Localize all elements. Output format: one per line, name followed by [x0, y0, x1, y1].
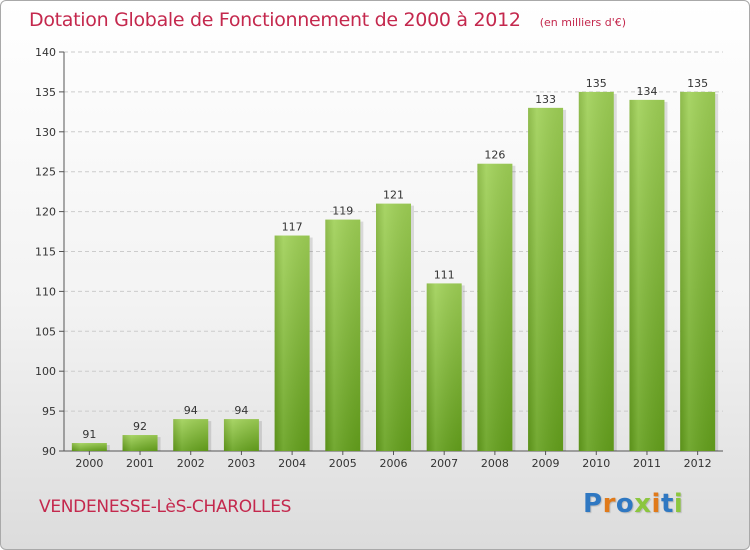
- y-tick-label: 95: [42, 405, 56, 418]
- bar-value-label: 126: [484, 149, 505, 162]
- proxiti-logo: Proxiti: [583, 489, 683, 519]
- bar-shade: [122, 435, 158, 451]
- x-tick-label: 2009: [532, 457, 560, 470]
- bar-shade: [223, 419, 259, 451]
- x-tick-label: 2006: [380, 457, 408, 470]
- bar-shade: [173, 419, 209, 451]
- x-tick-label: 2005: [329, 457, 357, 470]
- x-tick-label: 2007: [430, 457, 458, 470]
- bar-shade: [274, 235, 310, 451]
- bar-value-label: 121: [383, 189, 404, 202]
- bar-shade: [578, 91, 614, 452]
- y-tick-label: 140: [35, 46, 56, 59]
- x-tick-label: 2010: [582, 457, 610, 470]
- bar-value-label: 91: [82, 428, 96, 441]
- y-tick-label: 125: [35, 166, 56, 179]
- bar-value-label: 119: [332, 205, 353, 218]
- bar-value-label: 94: [234, 404, 248, 417]
- x-tick-label: 2012: [684, 457, 712, 470]
- bar-shade: [325, 219, 361, 451]
- y-tick-label: 90: [42, 445, 56, 458]
- logo-letter: o: [615, 489, 635, 519]
- logo-letter: i: [673, 489, 684, 519]
- logo-letter: i: [651, 489, 661, 519]
- logo-letter: x: [634, 489, 652, 519]
- title-row: Dotation Globale de Fonctionnement de 20…: [29, 9, 626, 31]
- commune-name: VENDENESSE-LèS-CHAROLLES: [39, 497, 292, 517]
- x-tick-label: 2000: [75, 457, 103, 470]
- y-tick-label: 110: [35, 285, 56, 298]
- x-tick-label: 2001: [126, 457, 154, 470]
- bar-value-label: 117: [282, 221, 303, 234]
- bar-shade: [477, 163, 513, 451]
- bar-shade: [528, 107, 564, 452]
- bar-value-label: 133: [535, 93, 556, 106]
- x-tick-label: 2008: [481, 457, 509, 470]
- bar-value-label: 135: [687, 77, 708, 90]
- bar-shade: [680, 91, 716, 452]
- logo-letter: t: [660, 489, 674, 519]
- logo-letter: P: [583, 489, 603, 519]
- bar-shade: [71, 443, 107, 451]
- y-tick-label: 100: [35, 365, 56, 378]
- x-tick-label: 2002: [177, 457, 205, 470]
- y-tick-label: 115: [35, 246, 56, 259]
- y-tick-label: 135: [35, 86, 56, 99]
- bar-value-label: 134: [636, 85, 657, 98]
- bar-shade: [426, 283, 462, 451]
- bar-value-label: 94: [184, 404, 198, 417]
- chart-unit: (en milliers d'€): [539, 16, 627, 29]
- y-tick-label: 120: [35, 206, 56, 219]
- y-tick-label: 130: [35, 126, 56, 139]
- bar-shade: [376, 203, 411, 451]
- logo-letter: r: [602, 489, 616, 519]
- x-tick-label: 2004: [278, 457, 306, 470]
- y-tick-label: 105: [35, 325, 56, 338]
- chart-title: Dotation Globale de Fonctionnement de 20…: [29, 9, 521, 31]
- bar-shade: [629, 99, 665, 451]
- bar-value-label: 111: [434, 268, 455, 281]
- bar-value-label: 135: [586, 77, 607, 90]
- bar-value-label: 92: [133, 420, 147, 433]
- x-tick-label: 2003: [227, 457, 255, 470]
- x-tick-label: 2011: [633, 457, 661, 470]
